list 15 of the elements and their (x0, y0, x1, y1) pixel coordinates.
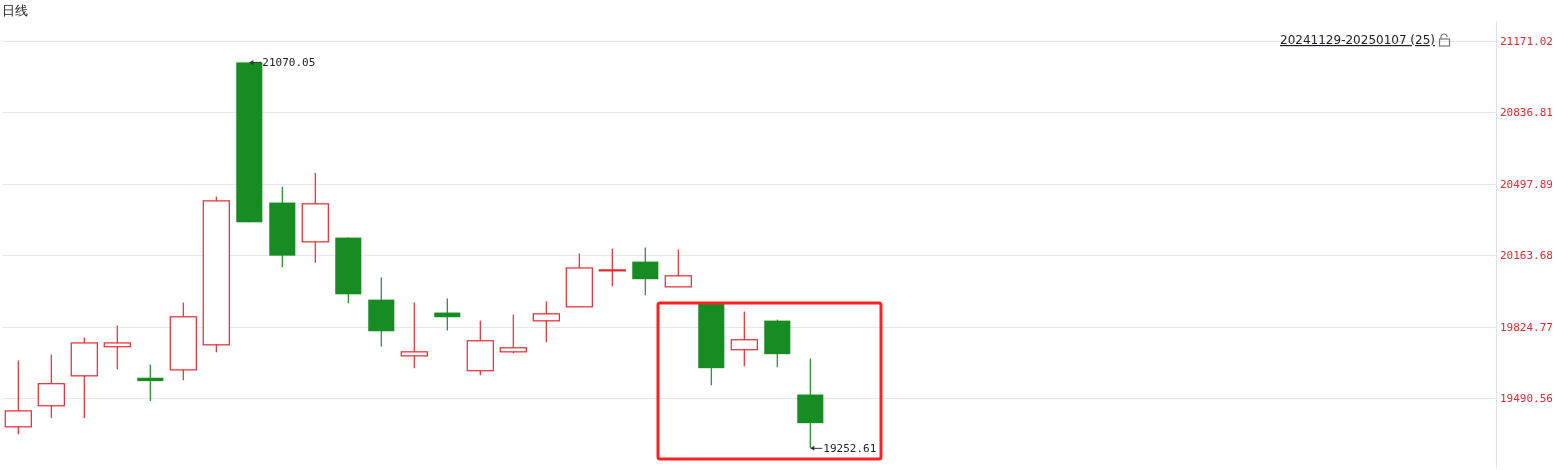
y-tick-label: 19490.56 (1500, 391, 1553, 405)
chart-title: 日线 (2, 3, 28, 18)
annotation: 21070.05 (262, 56, 316, 70)
annotation: 20241129-20250107 (25) (1280, 33, 1435, 47)
annotation: 19252.61 (823, 442, 877, 456)
y-tick-label: 21171.02 (1500, 34, 1553, 48)
y-tick-label: 20497.89 (1500, 177, 1553, 191)
candlestick (730, 310, 758, 367)
candlestick (400, 301, 428, 369)
y-tick-label: 19824.77 (1500, 320, 1553, 334)
candlestick (103, 324, 131, 370)
y-tick-label: 20836.81 (1500, 105, 1553, 119)
y-tick-label: 20163.68 (1500, 248, 1553, 262)
candlestick (598, 248, 626, 287)
candlestick (499, 313, 527, 354)
